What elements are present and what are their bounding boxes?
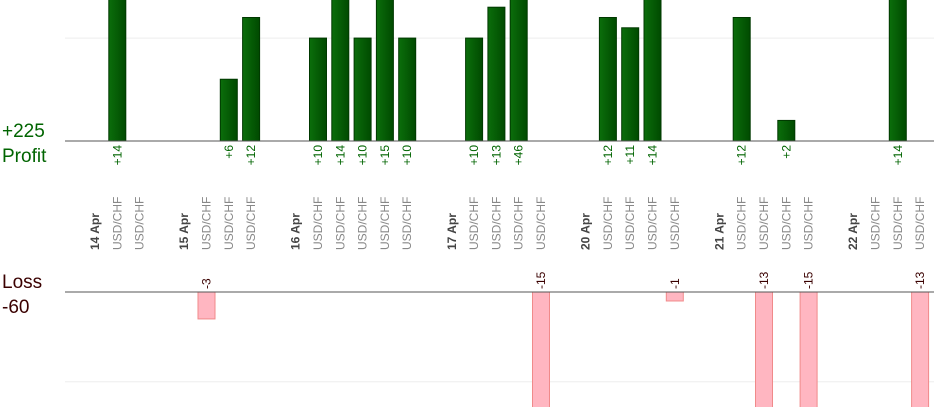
loss-bar	[911, 292, 930, 407]
loss-bar	[755, 292, 773, 407]
value-label: -3	[200, 278, 214, 289]
x-tick-label: USD/CHF	[869, 197, 883, 250]
loss-bars	[197, 292, 930, 407]
x-tick-label: USD/CHF	[356, 197, 370, 250]
value-label: +2	[779, 145, 793, 159]
profit-bar	[353, 37, 372, 141]
value-label: +10	[356, 145, 370, 166]
profit-bars	[108, 0, 907, 141]
profit-bar	[375, 0, 394, 141]
loss-bar	[532, 292, 550, 407]
profit-bar	[487, 6, 506, 141]
x-tick-label: USD/CHF	[489, 197, 503, 250]
x-tick-label: USD/CHF	[646, 197, 660, 250]
value-label: +14	[646, 145, 660, 166]
value-label: +14	[891, 145, 905, 166]
profit-bar	[219, 78, 238, 141]
x-tick-label: USD/CHF	[779, 197, 793, 250]
value-label: +10	[400, 145, 414, 166]
x-tick-label: USD/CHF	[400, 197, 414, 250]
value-label: -15	[534, 271, 548, 289]
value-label: +14	[110, 145, 124, 166]
loss-label: Loss	[2, 272, 42, 293]
loss-bar	[197, 292, 216, 320]
profit-bar	[309, 37, 327, 141]
profit-bar	[598, 16, 617, 141]
profit-bar	[398, 37, 417, 141]
x-tick-label: USD/CHF	[913, 197, 927, 250]
profit-bar	[108, 0, 127, 141]
x-tick-label: USD/CHF	[891, 197, 905, 250]
date-label: 16 Apr	[289, 213, 303, 250]
x-tick-label: USD/CHF	[757, 197, 771, 250]
profit-bar	[732, 16, 751, 141]
profit-bar	[242, 16, 261, 141]
date-label: 21 Apr	[712, 213, 726, 250]
x-tick-label: USD/CHF	[200, 197, 214, 250]
value-label: +10	[311, 145, 325, 166]
x-tick-label: USD/CHF	[311, 197, 325, 250]
profit-bar	[777, 119, 796, 141]
x-tick-label: USD/CHF	[668, 197, 682, 250]
loss-bar	[799, 292, 818, 407]
x-tick-label: USD/CHF	[378, 197, 392, 250]
loss-bar	[665, 292, 684, 302]
value-label: +10	[467, 145, 481, 166]
profit-bar	[621, 27, 640, 141]
profit-bar	[331, 0, 350, 141]
x-tick-label: USD/CHF	[534, 197, 548, 250]
x-tick-label: USD/CHF	[512, 197, 526, 250]
value-label: +46	[512, 145, 526, 166]
value-label: -13	[913, 271, 927, 289]
profit-bar	[888, 0, 907, 141]
value-label: +12	[244, 145, 258, 166]
date-label: 17 Apr	[445, 213, 459, 250]
x-tick-label: USD/CHF	[110, 197, 124, 250]
x-tick-label: USD/CHF	[735, 197, 749, 250]
value-label: -1	[668, 278, 682, 289]
x-tick-label: USD/CHF	[802, 197, 816, 250]
x-tick-label: USD/CHF	[467, 197, 481, 250]
value-label: -15	[802, 271, 816, 289]
x-tick-label: USD/CHF	[244, 197, 258, 250]
x-tick-label: USD/CHF	[601, 197, 615, 250]
date-label: 15 Apr	[177, 213, 191, 250]
date-label: 20 Apr	[579, 213, 593, 250]
x-tick-label: USD/CHF	[333, 197, 347, 250]
value-label: +14	[333, 145, 347, 166]
date-label: 22 Apr	[846, 213, 860, 250]
profit-label: Profit	[2, 146, 47, 167]
date-label: 14 Apr	[88, 213, 102, 250]
x-tick-label: USD/CHF	[623, 197, 637, 250]
x-tick-label: USD/CHF	[133, 197, 147, 250]
value-label: +15	[378, 145, 392, 166]
profit-bar	[643, 0, 662, 141]
value-label: +6	[222, 145, 236, 159]
value-label: +13	[489, 145, 503, 166]
profit-bar	[465, 37, 484, 141]
value-label: -13	[757, 271, 771, 289]
value-label: +12	[735, 145, 749, 166]
x-tick-label: USD/CHF	[222, 197, 236, 250]
profit-bar	[509, 0, 528, 141]
loss-total: -60	[2, 297, 29, 318]
profit-total: +225	[2, 121, 45, 142]
value-label: +12	[601, 145, 615, 166]
value-label: +11	[623, 145, 637, 165]
